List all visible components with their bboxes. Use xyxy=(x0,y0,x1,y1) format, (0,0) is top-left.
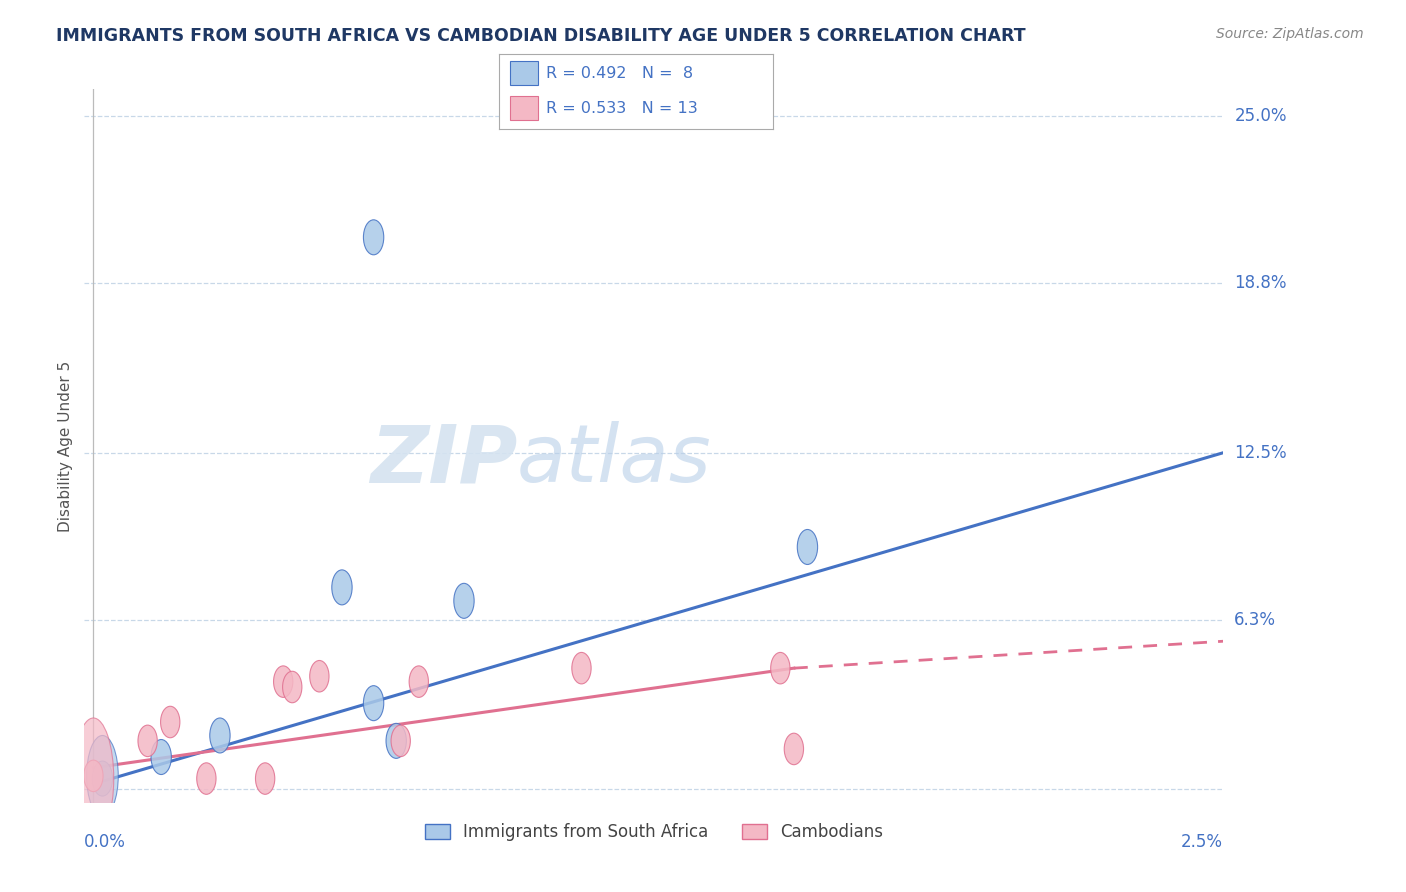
Ellipse shape xyxy=(87,736,118,816)
Ellipse shape xyxy=(138,725,157,756)
Ellipse shape xyxy=(572,652,591,684)
Ellipse shape xyxy=(332,570,352,605)
Text: 2.5%: 2.5% xyxy=(1181,833,1223,851)
Ellipse shape xyxy=(363,219,384,255)
Ellipse shape xyxy=(256,763,274,794)
Ellipse shape xyxy=(283,672,302,703)
Ellipse shape xyxy=(73,718,114,839)
Ellipse shape xyxy=(387,723,406,758)
Ellipse shape xyxy=(391,725,411,756)
Text: atlas: atlas xyxy=(517,421,711,500)
Ellipse shape xyxy=(363,686,384,721)
Y-axis label: Disability Age Under 5: Disability Age Under 5 xyxy=(58,360,73,532)
Ellipse shape xyxy=(785,733,804,764)
Ellipse shape xyxy=(797,530,818,565)
Ellipse shape xyxy=(160,706,180,738)
Text: ZIP: ZIP xyxy=(370,421,517,500)
Ellipse shape xyxy=(84,760,103,791)
Ellipse shape xyxy=(770,652,790,684)
Text: IMMIGRANTS FROM SOUTH AFRICA VS CAMBODIAN DISABILITY AGE UNDER 5 CORRELATION CHA: IMMIGRANTS FROM SOUTH AFRICA VS CAMBODIA… xyxy=(56,27,1026,45)
Ellipse shape xyxy=(93,761,112,796)
Text: 12.5%: 12.5% xyxy=(1234,443,1286,462)
Ellipse shape xyxy=(209,718,231,753)
Ellipse shape xyxy=(309,660,329,692)
Ellipse shape xyxy=(274,665,292,698)
Legend: Immigrants from South Africa, Cambodians: Immigrants from South Africa, Cambodians xyxy=(418,817,890,848)
Ellipse shape xyxy=(454,583,474,618)
Text: 18.8%: 18.8% xyxy=(1234,274,1286,292)
Text: 25.0%: 25.0% xyxy=(1234,107,1286,125)
Text: 6.3%: 6.3% xyxy=(1234,611,1277,629)
Ellipse shape xyxy=(150,739,172,774)
Ellipse shape xyxy=(197,763,217,794)
Text: 0.0%: 0.0% xyxy=(84,833,127,851)
FancyBboxPatch shape xyxy=(510,62,537,86)
Text: Source: ZipAtlas.com: Source: ZipAtlas.com xyxy=(1216,27,1364,41)
FancyBboxPatch shape xyxy=(510,96,537,120)
Text: R = 0.492   N =  8: R = 0.492 N = 8 xyxy=(546,66,693,81)
Ellipse shape xyxy=(409,665,429,698)
Text: R = 0.533   N = 13: R = 0.533 N = 13 xyxy=(546,101,697,116)
